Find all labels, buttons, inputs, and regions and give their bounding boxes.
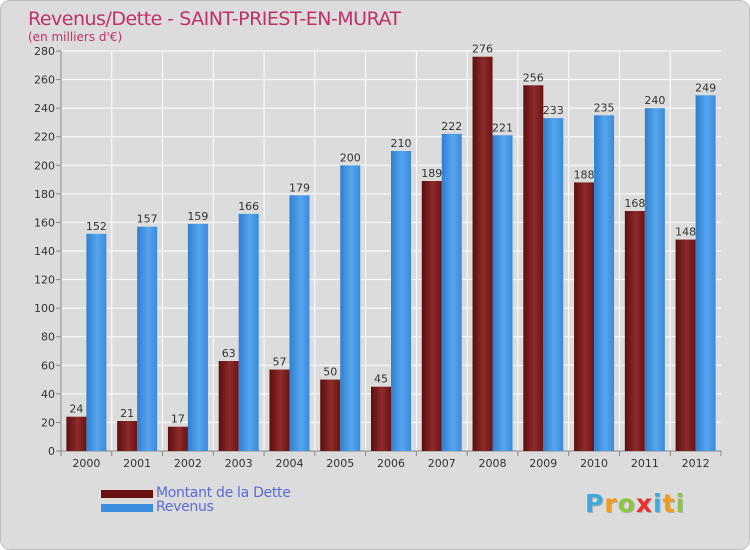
bar-dette — [624, 211, 645, 451]
proxiti-logo: Proxiti — [585, 489, 685, 518]
data-label-revenus: 157 — [137, 213, 158, 226]
y-tick-label: 80 — [41, 331, 55, 344]
x-tick-label: 2009 — [529, 457, 557, 470]
data-label-revenus: 179 — [289, 181, 310, 194]
bar-dette — [472, 56, 493, 451]
x-tick-label: 2012 — [682, 457, 710, 470]
bar-dette — [421, 181, 442, 451]
bar-dette — [117, 421, 138, 451]
y-tick-label: 280 — [34, 45, 55, 58]
x-tick-label: 2007 — [428, 457, 456, 470]
x-tick-label: 2004 — [275, 457, 303, 470]
y-tick-label: 180 — [34, 188, 55, 201]
logo-letter: i — [653, 489, 663, 518]
x-tick-label: 2005 — [326, 457, 354, 470]
y-tick-label: 240 — [34, 102, 55, 115]
data-label-dette: 168 — [624, 197, 645, 210]
data-label-revenus: 249 — [695, 81, 716, 94]
data-label-revenus: 210 — [391, 137, 412, 150]
x-tick-label: 2000 — [72, 457, 100, 470]
logo-letter: o — [617, 489, 636, 518]
bar-revenus — [137, 226, 158, 451]
logo-letter: P — [585, 489, 605, 518]
y-tick-label: 20 — [41, 416, 55, 429]
bar-revenus — [340, 165, 361, 452]
chart-title: Revenus/Dette - SAINT-PRIEST-EN-MURAT — [28, 8, 402, 30]
logo-letter: r — [604, 489, 618, 518]
bar-revenus — [644, 108, 665, 452]
bar-revenus — [492, 135, 513, 452]
y-tick-label: 100 — [34, 302, 55, 315]
x-tick-label: 2003 — [225, 457, 253, 470]
legend-label-revenus: Revenus — [156, 499, 214, 515]
data-label-revenus: 222 — [441, 120, 462, 133]
bar-dette — [218, 361, 239, 451]
y-tick-label: 160 — [34, 216, 55, 229]
bar-revenus — [695, 95, 716, 452]
data-label-revenus: 159 — [187, 210, 208, 223]
data-label-dette: 63 — [222, 347, 236, 360]
data-label-dette: 45 — [374, 373, 388, 386]
data-label-revenus: 221 — [492, 121, 513, 134]
x-tick-label: 2011 — [631, 457, 659, 470]
bar-revenus — [238, 213, 259, 451]
bar-dette — [371, 386, 391, 451]
y-tick-label: 140 — [34, 245, 55, 258]
data-label-dette: 188 — [574, 168, 595, 181]
y-tick-label: 40 — [41, 388, 55, 401]
bar-revenus — [441, 133, 462, 451]
bar-dette — [574, 182, 595, 451]
bar-revenus — [187, 223, 208, 451]
data-label-dette: 148 — [675, 226, 696, 239]
x-tick-label: 2010 — [580, 457, 608, 470]
legend-swatch-revenus — [101, 504, 153, 512]
bar-dette — [66, 416, 87, 451]
y-tick-label: 0 — [48, 445, 55, 458]
bar-dette — [320, 379, 341, 451]
data-label-dette: 57 — [272, 356, 286, 369]
bar-dette — [167, 426, 188, 451]
chart-subtitle: (en milliers d'€) — [28, 30, 122, 44]
data-label-revenus: 152 — [86, 220, 107, 233]
bar-revenus — [86, 233, 107, 451]
bar-revenus — [543, 118, 564, 452]
data-label-dette: 189 — [421, 167, 442, 180]
x-tick-label: 2001 — [123, 457, 151, 470]
bar-revenus — [594, 115, 615, 452]
bar-dette — [269, 369, 290, 451]
logo-letter: x — [635, 489, 653, 518]
logo-letter: i — [675, 489, 686, 518]
x-tick-label: 2006 — [377, 457, 405, 470]
data-label-dette: 50 — [323, 366, 337, 379]
data-label-dette: 24 — [69, 403, 83, 416]
y-tick-label: 60 — [41, 359, 55, 372]
y-tick-label: 120 — [34, 274, 55, 287]
bar-dette — [523, 85, 544, 452]
labels: 0 20 40 60 80 100 120 140 160 180 200 220 240 260 280 2… — [34, 43, 716, 470]
data-label-revenus: 166 — [238, 200, 259, 213]
bar-revenus — [391, 151, 411, 451]
x-tick-label: 2008 — [479, 457, 507, 470]
logo-letter: t — [662, 489, 676, 518]
x-tick-label: 2002 — [174, 457, 202, 470]
y-tick-label: 260 — [34, 74, 55, 87]
legend-swatch-dette — [101, 490, 153, 498]
data-label-dette: 276 — [472, 43, 493, 56]
bars — [66, 56, 716, 452]
data-label-revenus: 235 — [594, 101, 615, 114]
data-label-dette: 21 — [120, 407, 134, 420]
data-label-revenus: 200 — [340, 151, 361, 164]
y-tick-label: 200 — [34, 159, 55, 172]
data-label-revenus: 233 — [543, 104, 564, 117]
bar-dette — [675, 239, 696, 451]
data-label-dette: 17 — [171, 413, 185, 426]
legend-label-dette: Montant de la Dette — [156, 485, 291, 501]
data-label-dette: 256 — [523, 71, 544, 84]
bar-revenus — [289, 195, 310, 451]
y-tick-label: 220 — [34, 131, 55, 144]
data-label-revenus: 240 — [644, 94, 665, 107]
